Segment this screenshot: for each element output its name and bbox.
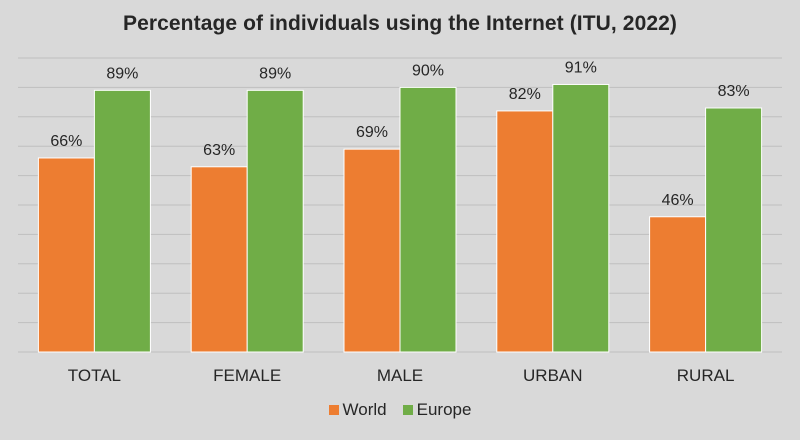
- x-tick-label-total: TOTAL: [68, 366, 121, 385]
- bar-europe-rural: [705, 107, 763, 353]
- data-label-europe-female: 89%: [259, 65, 291, 82]
- legend-swatch-world: [328, 405, 339, 415]
- data-label-world-rural: 46%: [662, 192, 694, 209]
- bar-europe-urban: [552, 83, 610, 353]
- legend-swatch-europe: [402, 405, 413, 415]
- legend-label-world: World: [342, 400, 387, 419]
- legend: World Europe: [0, 400, 800, 420]
- bar-world-total: [37, 157, 95, 353]
- bar-europe-male: [399, 86, 457, 353]
- data-label-europe-total: 89%: [106, 65, 138, 82]
- bar-europe-total: [93, 89, 151, 353]
- data-label-europe-male: 90%: [412, 62, 444, 79]
- legend-label-europe: Europe: [416, 400, 472, 419]
- x-tick-label-urban: URBAN: [523, 366, 583, 385]
- data-label-europe-rural: 83%: [718, 83, 750, 100]
- bar-europe-female: [246, 89, 304, 353]
- bar-world-male: [343, 148, 401, 353]
- data-label-world-total: 66%: [50, 133, 82, 150]
- x-tick-label-rural: RURAL: [677, 366, 735, 385]
- data-label-world-male: 69%: [356, 124, 388, 141]
- data-label-europe-urban: 91%: [565, 59, 597, 76]
- bar-world-urban: [496, 110, 554, 353]
- bar-world-female: [190, 166, 248, 353]
- bar-world-rural: [649, 216, 707, 353]
- data-label-world-urban: 82%: [509, 86, 541, 103]
- x-tick-label-male: MALE: [377, 366, 423, 385]
- chart-title: Percentage of individuals using the Inte…: [122, 12, 678, 35]
- legend-item-world: World: [328, 400, 387, 420]
- legend-item-europe: Europe: [402, 400, 472, 420]
- data-label-world-female: 63%: [203, 142, 235, 159]
- x-tick-label-female: FEMALE: [213, 366, 281, 385]
